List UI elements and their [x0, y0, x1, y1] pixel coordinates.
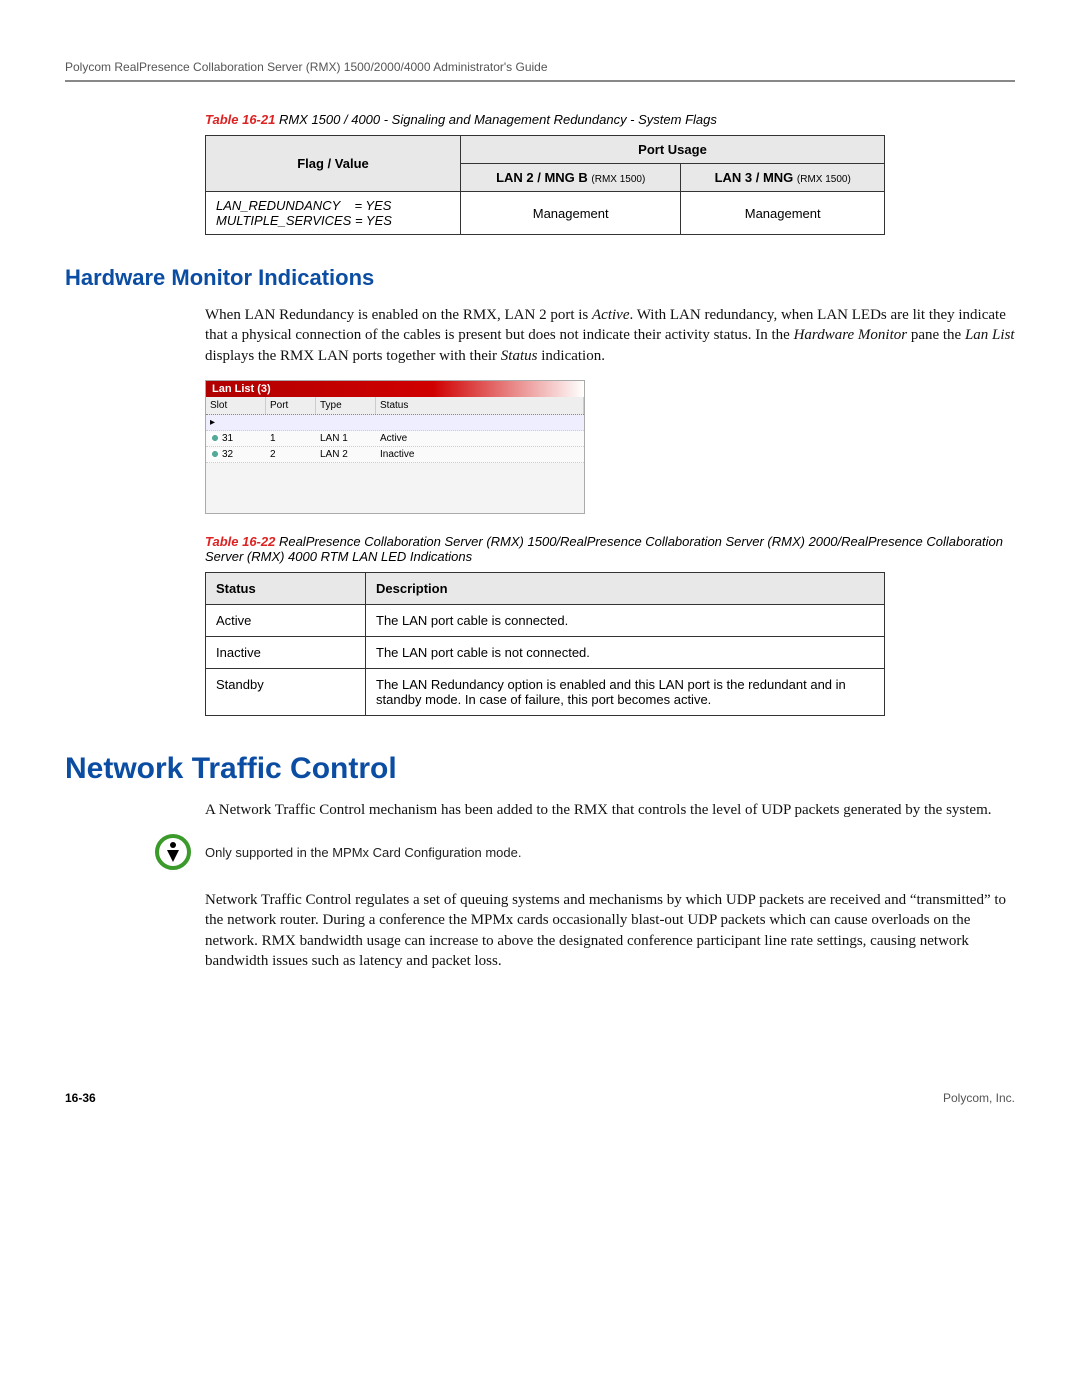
table2-caption: Table 16-22 RealPresence Collaboration S… [65, 534, 1015, 564]
td-v3: Management [681, 192, 885, 235]
para-ntc-1: A Network Traffic Control mechanism has … [205, 800, 1015, 820]
lan1-status: Active [376, 431, 584, 446]
lan-list-title: Lan List (3) [206, 381, 584, 397]
lan-h-slot[interactable]: Slot [206, 397, 266, 414]
lan-h-status[interactable]: Status [376, 397, 584, 414]
d0: The LAN port cable is connected. [366, 604, 885, 636]
lan2-status: Inactive [376, 447, 584, 462]
p1e: pane the [907, 327, 965, 343]
table1-caption: Table 16-21 RMX 1500 / 4000 - Signaling … [65, 112, 1015, 127]
th-status: Status [206, 572, 366, 604]
lan-list-headers: Slot Port Type Status [206, 397, 584, 415]
s2: Standby [206, 668, 366, 715]
table1-num: Table 16-21 [205, 112, 275, 127]
p1f: Lan List [965, 327, 1015, 343]
d1: The LAN port cable is not connected. [366, 636, 885, 668]
status-row-2: Standby The LAN Redundancy option is ena… [206, 668, 885, 715]
lan0-status [376, 415, 584, 430]
th-lan3b: (RMX 1500) [797, 174, 851, 185]
flag-table: Flag / Value Port Usage LAN 2 / MNG B (R… [205, 135, 885, 235]
th-lan3a: LAN 3 / MNG [715, 170, 797, 185]
lan1-port: 1 [266, 431, 316, 446]
lan0-type [316, 415, 376, 430]
flag-line2: MULTIPLE_SERVICES = YES [216, 213, 392, 228]
page-footer: 16-36 Polycom, Inc. [65, 1091, 1015, 1105]
th-lan2a: LAN 2 / MNG B [496, 170, 591, 185]
lan1-slot-v: 31 [222, 433, 233, 444]
lan-row-2[interactable]: 32 2 LAN 2 Inactive [206, 447, 584, 463]
p1a: When LAN Redundancy is enabled on the RM… [205, 307, 592, 323]
lan-list-pad [206, 463, 584, 513]
td-v2: Management [460, 192, 680, 235]
lan2-port: 2 [266, 447, 316, 462]
heading-hardware-monitor: Hardware Monitor Indications [65, 265, 1015, 291]
status-row-1: Inactive The LAN port cable is not conne… [206, 636, 885, 668]
lan-row-0[interactable]: ▸ [206, 415, 584, 431]
lan-h-port[interactable]: Port [266, 397, 316, 414]
lan-icon [210, 449, 220, 459]
table1-rest: RMX 1500 / 4000 - Signaling and Manageme… [275, 112, 717, 127]
lan-icon [210, 433, 220, 443]
table2-num: Table 16-22 [205, 534, 275, 549]
lan1-slot: 31 [206, 431, 266, 446]
lan2-slot-v: 32 [222, 449, 233, 460]
pin-icon [155, 834, 191, 870]
note-row: Only supported in the MPMx Card Configur… [155, 834, 1015, 870]
lan1-type: LAN 1 [316, 431, 376, 446]
page-number: 16-36 [65, 1091, 96, 1105]
status-row-0: Active The LAN port cable is connected. [206, 604, 885, 636]
lan-list-panel: Lan List (3) Slot Port Type Status ▸ 31 … [205, 380, 585, 514]
s0: Active [206, 604, 366, 636]
th-desc: Description [366, 572, 885, 604]
para-hardware: When LAN Redundancy is enabled on the RM… [205, 305, 1015, 366]
td-flag: LAN_REDUNDANCY = YES MULTIPLE_SERVICES =… [206, 192, 461, 235]
note-text: Only supported in the MPMx Card Configur… [205, 845, 522, 860]
lan0-port [266, 415, 316, 430]
doc-header: Polycom RealPresence Collaboration Serve… [65, 60, 1015, 82]
heading-ntc: Network Traffic Control [65, 752, 1015, 786]
lan-row-1[interactable]: 31 1 LAN 1 Active [206, 431, 584, 447]
lan0-slot: ▸ [206, 415, 266, 430]
flag-line1: LAN_REDUNDANCY = YES [216, 198, 391, 213]
table2-rest: RealPresence Collaboration Server (RMX) … [205, 534, 1003, 564]
p1g: displays the RMX LAN ports together with… [205, 348, 501, 364]
th-flag: Flag / Value [206, 136, 461, 192]
lan-h-type[interactable]: Type [316, 397, 376, 414]
status-table: Status Description Active The LAN port c… [205, 572, 885, 716]
lan2-type: LAN 2 [316, 447, 376, 462]
p1h: Status [501, 348, 538, 364]
p1d: Hardware Monitor [794, 327, 907, 343]
p1b: Active [592, 307, 629, 323]
th-lan2: LAN 2 / MNG B (RMX 1500) [460, 164, 680, 192]
para-ntc-2: Network Traffic Control regulates a set … [205, 890, 1015, 971]
p1i: indication. [537, 348, 605, 364]
s1: Inactive [206, 636, 366, 668]
th-lan3: LAN 3 / MNG (RMX 1500) [681, 164, 885, 192]
d2: The LAN Redundancy option is enabled and… [366, 668, 885, 715]
footer-company: Polycom, Inc. [943, 1091, 1015, 1105]
lan2-slot: 32 [206, 447, 266, 462]
th-lan2b: (RMX 1500) [591, 174, 645, 185]
th-port: Port Usage [460, 136, 884, 164]
